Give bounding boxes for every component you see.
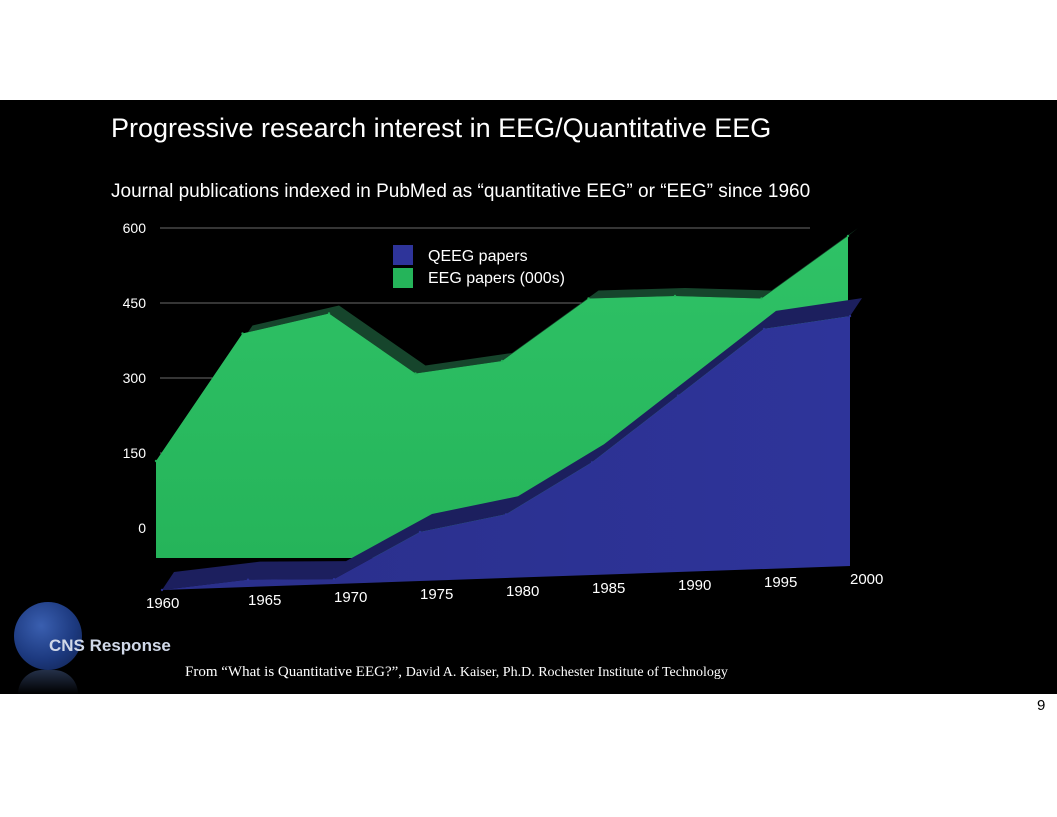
logo-reflection — [18, 670, 78, 694]
qeeg-point-1970 — [332, 577, 336, 581]
y-tick-label: 0 — [138, 520, 146, 536]
y-tick-label: 300 — [123, 370, 147, 386]
eeg-point-1970 — [327, 312, 331, 315]
qeeg-point-2000 — [848, 314, 852, 318]
x-tick-label: 2000 — [850, 571, 883, 588]
x-tick-label: 1965 — [248, 592, 281, 609]
qeeg-point-1990 — [676, 394, 680, 397]
caption-source-title: From “What is Quantitative EEG?”, — [185, 664, 403, 680]
eeg-point-1975 — [414, 372, 417, 375]
page-number: 9 — [1037, 697, 1046, 714]
legend-swatch-qeeg — [393, 245, 413, 265]
qeeg-area — [162, 316, 850, 590]
x-tick-label: 1985 — [592, 580, 625, 597]
eeg-point-2000 — [846, 234, 850, 238]
qeeg-point-1985 — [590, 461, 594, 464]
eeg-point-1965 — [241, 332, 244, 335]
logo-text: CNS Response — [49, 636, 171, 655]
legend-label-eeg: EEG papers (000s) — [428, 270, 565, 287]
eeg-point-1960 — [154, 459, 158, 463]
caption-author: David A. Kaiser, Ph.D. Rochester Institu… — [405, 665, 728, 680]
qeeg-point-1975 — [418, 530, 422, 534]
x-tick-label: 1980 — [506, 583, 539, 600]
source-caption: From “What is Quantitative EEG?”, David … — [185, 664, 728, 681]
cns-response-logo — [14, 602, 82, 670]
x-axis: 1960 1965 1970 1975 1980 1985 1990 1995 2000 — [146, 571, 883, 612]
x-tick-label: 1975 — [420, 586, 453, 603]
y-axis: 0 150 300 450 600 — [123, 220, 147, 536]
x-tick-label: 1990 — [678, 577, 711, 594]
eeg-point-1980 — [500, 359, 504, 363]
eeg-point-1985 — [587, 297, 590, 300]
chart-legend: QEEG papers EEG papers (000s) — [393, 245, 565, 288]
eeg-point-1995 — [760, 297, 763, 300]
chart-title: Journal publications indexed in PubMed a… — [111, 181, 811, 202]
qeeg-point-1960 — [160, 588, 164, 592]
x-tick-label: 1970 — [334, 589, 367, 606]
qeeg-point-1980 — [504, 513, 508, 516]
legend-swatch-eeg — [393, 268, 413, 288]
y-tick-label: 450 — [123, 295, 147, 311]
qeeg-point-1965 — [246, 578, 250, 581]
x-tick-label: 1995 — [764, 574, 797, 591]
y-tick-label: 600 — [123, 220, 147, 236]
legend-label-qeeg: QEEG papers — [428, 248, 528, 265]
slide-title: Progressive research interest in EEG/Qua… — [111, 113, 772, 143]
eeg-point-1990 — [673, 294, 677, 298]
qeeg-point-1995 — [762, 327, 766, 331]
y-tick-label: 150 — [123, 445, 147, 461]
x-tick-label: 1960 — [146, 595, 179, 612]
plot-area — [154, 228, 862, 592]
